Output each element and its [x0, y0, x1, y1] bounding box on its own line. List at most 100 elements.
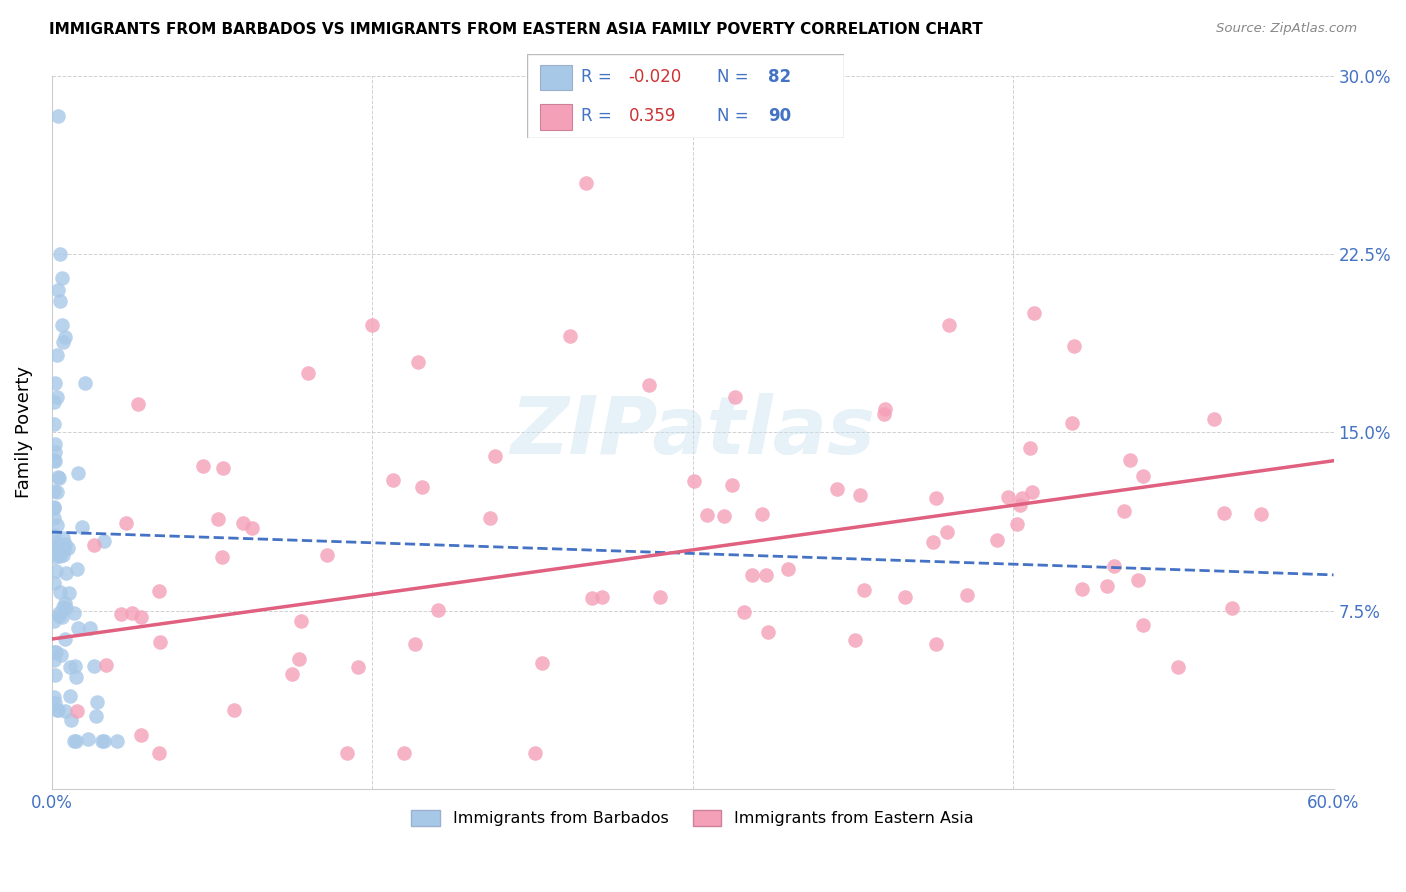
- Point: [94, 658, 117, 673]
- Point: [695, 508, 717, 522]
- Text: ZIPatlas: ZIPatlas: [510, 393, 875, 471]
- Point: [207, 512, 229, 526]
- Point: [531, 656, 554, 670]
- Point: [60, 713, 83, 727]
- Point: [127, 397, 149, 411]
- Point: [93, 734, 115, 748]
- Point: [49, 549, 72, 564]
- Point: [52, 334, 75, 349]
- Point: [426, 602, 449, 616]
- Point: [46, 109, 69, 123]
- Point: [1112, 504, 1135, 518]
- Point: [46, 540, 69, 554]
- Point: [59, 689, 82, 703]
- Point: [721, 478, 744, 492]
- Point: [44, 696, 66, 710]
- Point: [105, 734, 128, 748]
- Point: [290, 614, 312, 628]
- Text: N =: N =: [717, 107, 754, 125]
- Point: [49, 247, 72, 261]
- Point: [58, 586, 80, 600]
- Point: [42, 528, 65, 542]
- Point: [44, 454, 66, 468]
- Point: [44, 667, 66, 681]
- Point: [129, 728, 152, 742]
- Point: [755, 568, 778, 582]
- Point: [1011, 491, 1033, 506]
- Point: [232, 516, 254, 530]
- Y-axis label: Family Poverty: Family Poverty: [15, 367, 32, 499]
- Bar: [540, 64, 571, 90]
- Point: [59, 660, 82, 674]
- Point: [93, 534, 115, 549]
- Point: [1024, 306, 1046, 320]
- Text: N =: N =: [717, 68, 754, 86]
- Point: [924, 491, 946, 506]
- Point: [591, 590, 613, 604]
- Point: [1132, 468, 1154, 483]
- Point: [741, 568, 763, 582]
- Point: [55, 600, 77, 615]
- Point: [986, 533, 1008, 547]
- Point: [650, 590, 672, 604]
- Point: [1167, 660, 1189, 674]
- Point: [852, 582, 875, 597]
- Point: [938, 318, 960, 333]
- Point: [921, 535, 943, 549]
- Point: [1250, 507, 1272, 521]
- Point: [55, 537, 77, 551]
- Point: [148, 746, 170, 760]
- Point: [316, 548, 339, 562]
- Point: [1128, 573, 1150, 587]
- Point: [361, 318, 384, 333]
- Point: [121, 606, 143, 620]
- Point: [42, 484, 65, 499]
- Point: [67, 466, 90, 480]
- Point: [581, 591, 603, 605]
- Point: [42, 575, 65, 590]
- Point: [52, 549, 75, 563]
- Text: Source: ZipAtlas.com: Source: ZipAtlas.com: [1216, 22, 1357, 36]
- Point: [638, 378, 661, 392]
- Point: [55, 704, 77, 718]
- Point: [52, 542, 75, 557]
- Point: [84, 708, 107, 723]
- Text: -0.020: -0.020: [628, 68, 682, 86]
- Point: [1063, 339, 1085, 353]
- Point: [63, 659, 86, 673]
- Point: [683, 474, 706, 488]
- Point: [46, 517, 69, 532]
- Point: [1202, 412, 1225, 426]
- Text: 0.359: 0.359: [628, 107, 676, 125]
- Point: [49, 585, 72, 599]
- Point: [48, 606, 70, 620]
- FancyBboxPatch shape: [527, 54, 844, 138]
- Point: [46, 470, 69, 484]
- Point: [778, 562, 800, 576]
- Point: [42, 500, 65, 515]
- Point: [48, 471, 70, 485]
- Point: [55, 566, 77, 581]
- Point: [83, 538, 105, 552]
- Point: [751, 508, 773, 522]
- Point: [53, 596, 76, 610]
- Point: [42, 501, 65, 516]
- Point: [42, 614, 65, 628]
- Point: [956, 588, 979, 602]
- Point: [484, 450, 506, 464]
- Point: [45, 644, 67, 658]
- Point: [70, 520, 93, 534]
- Point: [211, 461, 233, 475]
- Point: [1119, 453, 1142, 467]
- Point: [381, 474, 404, 488]
- Point: [1008, 498, 1031, 512]
- Point: [67, 621, 90, 635]
- Point: [44, 453, 66, 467]
- Point: [44, 395, 66, 409]
- Point: [1019, 441, 1042, 455]
- Point: [49, 294, 72, 309]
- Point: [211, 550, 233, 565]
- Point: [849, 487, 872, 501]
- Point: [48, 609, 70, 624]
- Legend: Immigrants from Barbados, Immigrants from Eastern Asia: Immigrants from Barbados, Immigrants fro…: [404, 802, 981, 834]
